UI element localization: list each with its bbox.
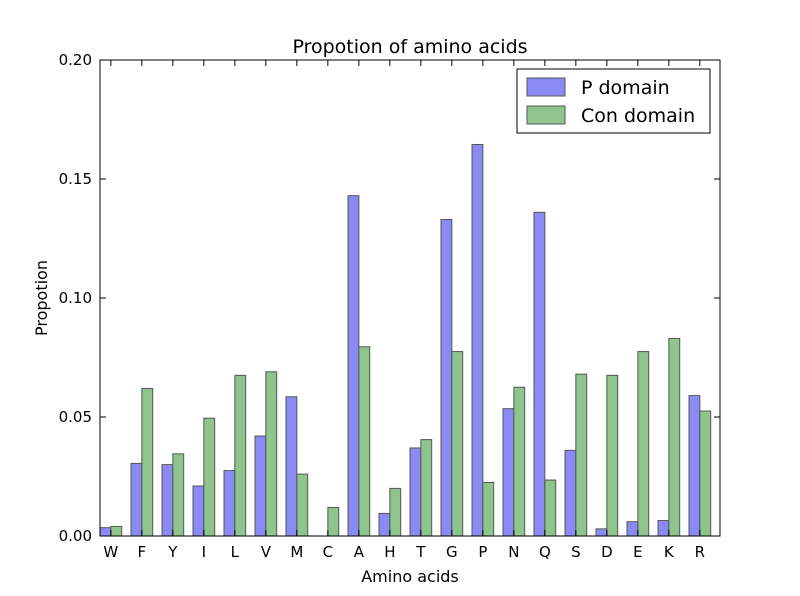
- x-tick-label-G: G: [446, 543, 458, 561]
- bar-con-domain-K: [668, 337, 681, 537]
- bar-p-domain-I: [192, 485, 205, 537]
- x-tick-label-Q: Q: [539, 543, 551, 561]
- bar-p-domain-T: [409, 447, 422, 537]
- bar-p-domain-E: [626, 521, 639, 537]
- x-tick-label-N: N: [508, 543, 519, 561]
- x-tick-label-F: F: [138, 543, 147, 561]
- x-tick-label-V: V: [261, 543, 272, 561]
- bar-con-domain-M: [296, 473, 309, 537]
- bar-p-domain-W: [99, 527, 112, 537]
- x-tick-label-H: H: [384, 543, 395, 561]
- x-tick-label-D: D: [601, 543, 613, 561]
- bar-con-domain-I: [203, 417, 216, 537]
- y-tick-label: 0.00: [59, 527, 92, 545]
- y-tick-label: 0.20: [59, 51, 92, 69]
- bar-p-domain-D: [595, 528, 608, 537]
- bar-con-domain-L: [234, 374, 247, 537]
- bar-con-domain-T: [420, 439, 433, 537]
- bar-con-domain-G: [451, 351, 464, 537]
- y-tick-label: 0.15: [59, 170, 92, 188]
- legend-swatch-con-domain: [526, 105, 566, 125]
- bar-con-domain-Q: [544, 479, 557, 537]
- x-tick-label-L: L: [231, 543, 240, 561]
- x-tick-label-Y: Y: [167, 543, 178, 561]
- x-tick-label-W: W: [103, 543, 118, 561]
- x-tick-label-C: C: [323, 543, 333, 561]
- bar-p-domain-H: [378, 512, 391, 537]
- chart-title: Propotion of amino acids: [292, 36, 527, 58]
- x-tick-label-T: T: [415, 543, 426, 561]
- bar-con-domain-N: [513, 386, 526, 537]
- y-tick-label: 0.10: [59, 289, 92, 307]
- bar-con-domain-A: [358, 346, 371, 537]
- x-tick-label-K: K: [664, 543, 675, 561]
- bar-con-domain-R: [699, 410, 712, 537]
- x-tick-label-R: R: [695, 543, 705, 561]
- bar-con-domain-E: [637, 351, 650, 537]
- x-tick-label-A: A: [354, 543, 365, 561]
- bar-p-domain-P: [471, 143, 484, 537]
- bar-p-domain-G: [440, 218, 453, 537]
- bar-con-domain-V: [265, 371, 278, 537]
- bar-p-domain-N: [502, 408, 515, 537]
- legend-swatch-p-domain: [526, 77, 566, 97]
- legend-label-con-domain: Con domain: [581, 105, 695, 127]
- legend: P domain Con domain: [516, 68, 711, 134]
- bar-p-domain-F: [130, 462, 143, 537]
- bar-p-domain-S: [564, 449, 577, 537]
- bar-con-domain-P: [482, 481, 495, 537]
- bar-p-domain-L: [223, 470, 236, 537]
- plot-area: 0.00 0.05 0.10 0.15 0.20 W F Y I L V M C A H T G P N Q S D E K R: [59, 51, 721, 561]
- bar-con-domain-Y: [172, 453, 185, 537]
- x-axis-title: Amino acids: [361, 567, 459, 586]
- bar-con-domain-S: [575, 373, 588, 537]
- bar-con-domain-H: [389, 487, 402, 537]
- x-tick-label-S: S: [571, 543, 581, 561]
- x-tick-label-E: E: [633, 543, 642, 561]
- legend-label-p-domain: P domain: [581, 77, 670, 99]
- bar-p-domain-K: [657, 520, 670, 537]
- bar-con-domain-C: [327, 506, 340, 537]
- bar-p-domain-R: [688, 395, 701, 537]
- bar-p-domain-A: [347, 195, 360, 537]
- bar-p-domain-Q: [533, 211, 546, 537]
- bar-p-domain-Y: [161, 464, 174, 537]
- bar-con-domain-D: [606, 374, 619, 537]
- bar-p-domain-V: [254, 435, 267, 537]
- x-tick-label-P: P: [478, 543, 487, 561]
- bar-con-domain-W: [110, 525, 123, 537]
- x-tick-label-M: M: [290, 543, 303, 561]
- y-axis-title: Propotion: [32, 260, 51, 336]
- y-tick-label: 0.05: [59, 408, 92, 426]
- bar-p-domain-M: [285, 396, 298, 537]
- x-tick-label-I: I: [202, 543, 206, 561]
- bar-con-domain-F: [141, 387, 154, 537]
